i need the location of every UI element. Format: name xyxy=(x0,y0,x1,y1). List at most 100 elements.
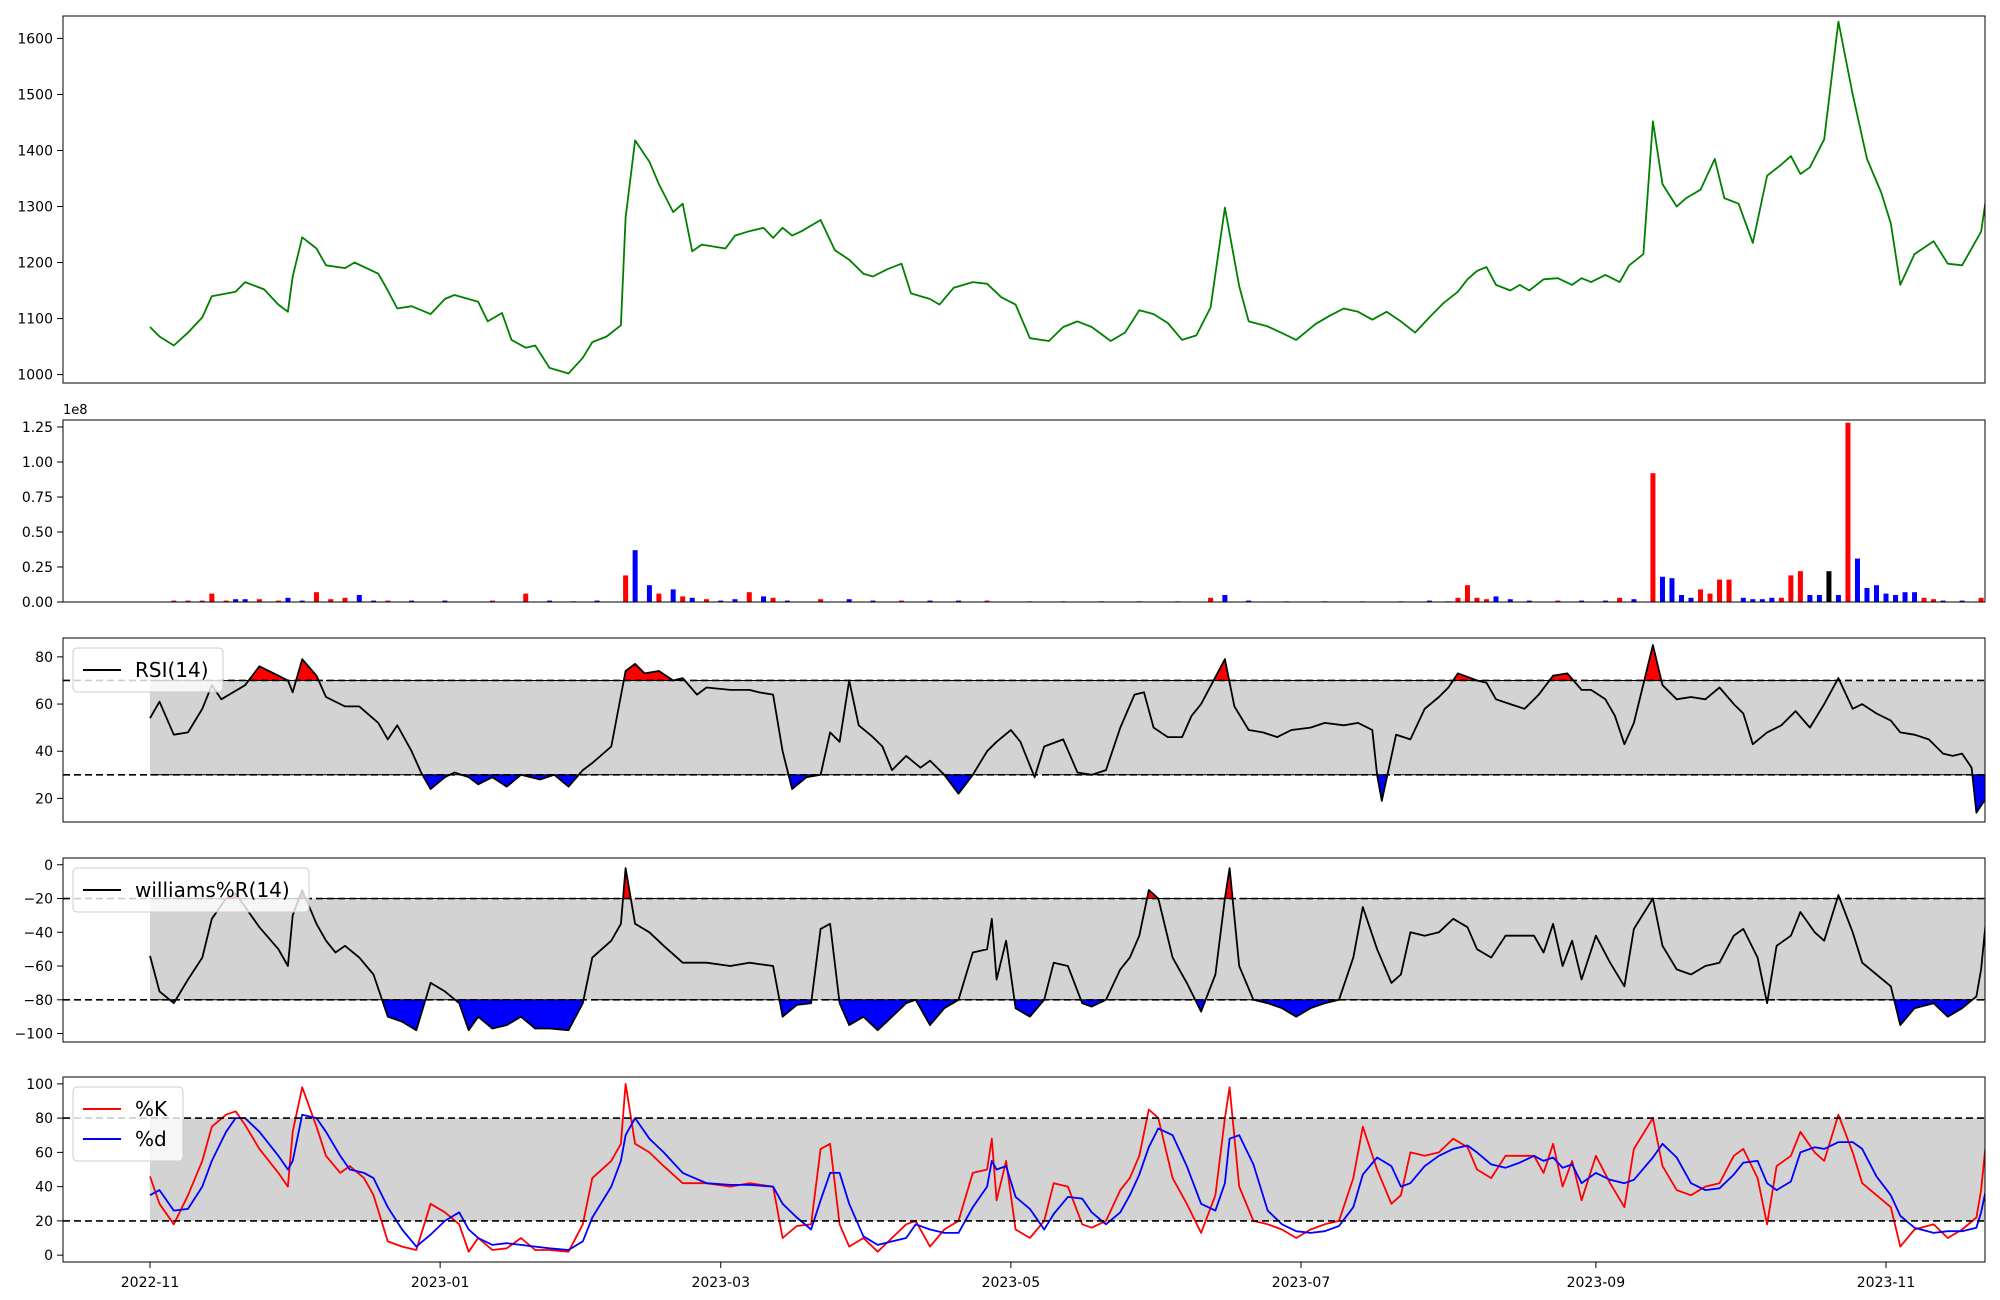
legend-box xyxy=(72,1086,184,1162)
volume-bar xyxy=(594,600,600,602)
y-tick-label: 1400 xyxy=(17,143,53,159)
volume-bar xyxy=(1835,595,1841,602)
volume-bar xyxy=(1631,599,1637,602)
series-line-d xyxy=(149,1113,1985,1251)
volume-bar xyxy=(646,585,652,602)
volume-bar xyxy=(209,593,215,602)
y-tick-label: 60 xyxy=(35,1145,53,1161)
volume-bar xyxy=(1493,596,1499,602)
volume-bar xyxy=(275,600,281,602)
volume-bar xyxy=(342,597,348,602)
stochastic-axes-frame xyxy=(62,1076,1986,1263)
volume-bar xyxy=(1864,588,1870,602)
y-tick-label: 0.50 xyxy=(22,525,53,541)
volume-bar xyxy=(1474,597,1480,602)
volume-bar xyxy=(1717,579,1723,602)
legend-box xyxy=(72,647,224,693)
volume-bar xyxy=(1726,579,1732,602)
volume-bar xyxy=(299,600,305,602)
y-tick-label: 0 xyxy=(44,858,53,874)
y-tick-label: 60 xyxy=(35,697,53,713)
price-axes-frame xyxy=(62,15,1986,384)
legend-label: RSI(14) xyxy=(135,658,209,682)
volume-bar xyxy=(732,599,738,602)
volume-bar xyxy=(409,600,415,602)
volume-bar xyxy=(1769,597,1775,602)
volume-bar xyxy=(1526,600,1532,602)
oversold-fill xyxy=(592,999,813,1018)
y-tick-label: 80 xyxy=(35,650,53,666)
volume-bar xyxy=(313,592,319,602)
oversold-fill xyxy=(1044,999,1107,1008)
williams-axes: 0 −20 −40 −60 −80 −100 williams%R(14) xyxy=(15,857,1986,1043)
volume-bar xyxy=(1826,571,1832,602)
volume-bar xyxy=(1659,576,1665,602)
volume-bar xyxy=(1507,599,1513,602)
volume-bar xyxy=(1688,597,1694,602)
y-tick-label: −60 xyxy=(23,959,53,975)
oversold-fill xyxy=(1106,999,1207,1013)
y-tick-label: 0.25 xyxy=(22,560,53,576)
y-tick-label: 1300 xyxy=(17,200,53,216)
volume-bar xyxy=(1845,422,1851,602)
volume-bar xyxy=(1807,595,1813,602)
y-tick-label: 40 xyxy=(35,744,53,760)
legend-label: %K xyxy=(135,1097,168,1121)
offset-label: 1e8 xyxy=(63,403,88,418)
y-tick-label: 20 xyxy=(35,1214,53,1230)
volume-bar xyxy=(770,597,776,602)
rsi-axes: 20 40 60 80 RSI(14) xyxy=(35,637,1986,823)
volume-axes-frame xyxy=(62,419,1986,603)
volume-bar xyxy=(199,600,205,602)
oversold-fill xyxy=(1215,999,1340,1018)
rsi-line xyxy=(149,644,1985,814)
oversold-fill xyxy=(1044,774,1389,801)
volume-bar xyxy=(171,600,177,602)
neutral-band xyxy=(150,1118,1985,1221)
volume-bar xyxy=(1978,597,1984,602)
y-tick-label: 0.75 xyxy=(22,490,53,506)
oversold-fill xyxy=(820,999,916,1031)
volume-bar xyxy=(547,600,553,602)
y-tick-label: 100 xyxy=(26,1077,53,1093)
volume-bar xyxy=(233,599,239,602)
volume-bar xyxy=(680,596,686,602)
volume-bar xyxy=(1555,600,1561,602)
volume-bar xyxy=(703,599,709,602)
oversold-fill xyxy=(150,774,450,790)
x-tick-label: 2023-05 xyxy=(982,1275,1041,1291)
y-tick-label: 40 xyxy=(35,1180,53,1196)
volume-bar xyxy=(761,596,767,602)
volume-bar xyxy=(784,600,790,602)
price-line xyxy=(149,20,1985,375)
volume-bar xyxy=(1778,597,1784,602)
x-tick-label: 2023-09 xyxy=(1567,1275,1626,1291)
volume-bar xyxy=(523,593,529,602)
volume-bar xyxy=(1750,599,1756,602)
volume-bar xyxy=(1759,599,1765,602)
y-tick-label: 1100 xyxy=(17,312,53,328)
volume-bar xyxy=(1602,600,1608,602)
volume-bar xyxy=(1579,600,1585,602)
price-plot-area xyxy=(149,20,1985,375)
volume-bar xyxy=(984,600,990,602)
volume-axes: 0.00 0.25 0.50 0.75 1.00 1.25 1e8 xyxy=(22,403,1986,611)
overbought-fill xyxy=(635,889,1160,899)
volume-bar xyxy=(1883,593,1889,602)
overbought-fill xyxy=(287,658,320,681)
volume-bar xyxy=(371,600,377,602)
volume-bar xyxy=(656,593,662,602)
volume-bar xyxy=(1912,592,1918,602)
williams-line xyxy=(149,867,1985,1032)
neutral-band xyxy=(150,680,1985,775)
y-tick-label: −40 xyxy=(23,925,53,941)
volume-bar xyxy=(670,589,676,602)
volume-bar xyxy=(718,600,724,602)
volume-bar xyxy=(356,595,362,602)
volume-bar xyxy=(1788,575,1794,602)
overbought-fill xyxy=(697,657,1230,681)
volume-bar xyxy=(846,599,852,602)
volume-bar xyxy=(1246,600,1252,602)
volume-bar xyxy=(1893,595,1899,602)
